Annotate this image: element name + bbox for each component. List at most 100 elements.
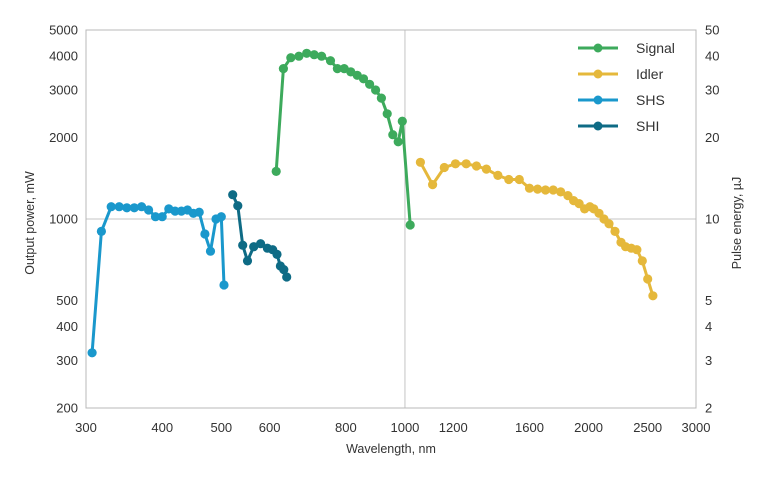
data-point-idler-3 <box>450 159 461 169</box>
data-point-signal-5 <box>309 50 319 60</box>
data-point-signal-18 <box>393 137 403 147</box>
data-point-shi-5 <box>256 239 266 249</box>
data-point-idler-10 <box>524 183 535 193</box>
data-point-shs-0 <box>87 348 97 358</box>
x-tick-label-1000: 1000 <box>390 420 419 435</box>
data-point-idler-4 <box>461 159 471 169</box>
x-tick-label-800: 800 <box>335 420 357 435</box>
data-point-signal-19 <box>397 116 407 126</box>
data-point-idler-0 <box>415 157 425 167</box>
data-point-idler-29 <box>637 256 647 266</box>
x-tick-label-400: 400 <box>151 420 173 435</box>
tick-labels: 300 400 500 600 800 1000 1200 1600 2000 2500 30002… <box>49 23 719 436</box>
y2-tick-label-4: 4 <box>705 319 712 334</box>
data-point-shi-4 <box>249 242 259 252</box>
data-point-idler-13 <box>548 185 558 195</box>
y-tick-label-1000: 1000 <box>49 212 78 227</box>
data-point-idler-12 <box>540 185 551 195</box>
y-tick-label-3000: 3000 <box>49 82 78 97</box>
plot-area-frame <box>85 29 697 409</box>
data-point-idler-24 <box>610 226 620 236</box>
data-point-shi-2 <box>238 240 248 250</box>
data-point-shs-20 <box>219 280 229 290</box>
data-point-shs-5 <box>129 203 139 213</box>
x-tick-label-1200: 1200 <box>439 420 468 435</box>
data-point-idler-23 <box>604 219 614 229</box>
data-point-idler-28 <box>632 245 642 255</box>
data-point-signal-6 <box>317 51 327 61</box>
data-point-signal-13 <box>365 79 375 89</box>
data-point-signal-0 <box>271 166 281 176</box>
data-point-idler-11 <box>533 184 543 194</box>
y-tick-label-500: 500 <box>56 293 78 308</box>
x-tick-label-1600: 1600 <box>515 420 544 435</box>
data-point-shs-7 <box>144 205 154 215</box>
data-point-shi-3 <box>242 256 253 266</box>
data-point-signal-15 <box>376 93 386 103</box>
y2-tick-label-30: 30 <box>705 82 719 97</box>
series-layer <box>87 48 658 358</box>
x-tick-label-600: 600 <box>259 420 281 435</box>
legend-marker-shi <box>593 121 603 131</box>
data-point-shs-17 <box>205 246 216 256</box>
y2-axis-title: Pulse energy, µJ <box>730 177 744 269</box>
data-point-shi-10 <box>279 265 289 275</box>
data-point-shi-8 <box>272 249 282 259</box>
data-point-shi-11 <box>282 272 292 282</box>
y-tick-label-5000: 5000 <box>49 23 78 38</box>
data-point-shs-9 <box>157 212 167 222</box>
legend-entry-shi: SHI <box>578 118 659 134</box>
y-tick-label-2000: 2000 <box>49 130 78 145</box>
legend-label-idler: Idler <box>636 66 664 82</box>
data-point-idler-8 <box>504 174 514 185</box>
data-point-shs-16 <box>200 229 210 239</box>
data-point-signal-17 <box>388 130 398 140</box>
x-axis-title: Wavelength, nm <box>346 442 436 456</box>
y2-tick-label-3: 3 <box>705 353 712 368</box>
data-point-shs-19 <box>216 212 226 222</box>
y2-tick-label-2: 2 <box>705 401 712 416</box>
x-tick-label-300: 300 <box>75 420 97 435</box>
legend-entry-idler: Idler <box>578 66 664 82</box>
y2-tick-label-5: 5 <box>705 293 712 308</box>
legend-label-shi: SHI <box>636 118 659 134</box>
data-point-shs-4 <box>122 203 132 213</box>
y-tick-label-300: 300 <box>56 353 78 368</box>
grid-lines <box>86 30 696 408</box>
legend-background <box>567 34 687 142</box>
data-point-shs-2 <box>106 202 116 212</box>
legend: Signal Idler SHS SHI <box>567 34 687 142</box>
data-point-shs-11 <box>170 206 180 216</box>
y-tick-label-200: 200 <box>56 401 78 416</box>
data-point-signal-8 <box>332 64 342 74</box>
y2-tick-label-40: 40 <box>705 49 719 64</box>
x-tick-label-2500: 2500 <box>633 420 662 435</box>
data-point-idler-1 <box>428 180 438 190</box>
legend-label-shs: SHS <box>636 92 665 108</box>
series-shi <box>228 190 292 282</box>
data-point-idler-9 <box>514 174 524 185</box>
series-signal <box>271 48 415 230</box>
y-tick-label-4000: 4000 <box>49 49 78 64</box>
x-tick-label-3000: 3000 <box>682 420 711 435</box>
legend-entry-shs: SHS <box>578 92 665 108</box>
y2-tick-label-10: 10 <box>705 212 719 227</box>
series-shs <box>87 202 229 358</box>
data-point-signal-1 <box>278 64 288 74</box>
data-point-idler-7 <box>493 170 503 180</box>
data-point-signal-4 <box>302 48 312 58</box>
x-tick-label-2000: 2000 <box>574 420 603 435</box>
data-point-shs-3 <box>114 202 124 212</box>
data-point-idler-30 <box>643 274 653 284</box>
legend-marker-signal <box>593 43 603 53</box>
y-tick-label-400: 400 <box>56 319 78 334</box>
x-tick-label-500: 500 <box>210 420 232 435</box>
data-point-idler-31 <box>648 291 658 301</box>
y2-tick-label-20: 20 <box>705 130 719 145</box>
data-point-shs-15 <box>194 207 204 217</box>
data-point-shi-1 <box>233 201 243 211</box>
data-point-idler-6 <box>481 164 491 174</box>
data-point-shs-8 <box>150 212 161 222</box>
data-point-shs-1 <box>96 226 106 236</box>
